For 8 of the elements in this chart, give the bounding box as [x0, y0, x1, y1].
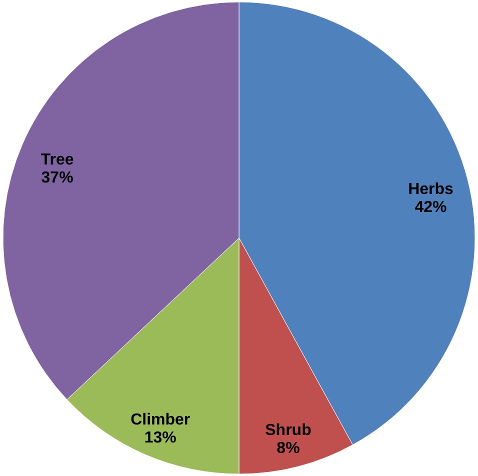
slice-label: Tree [40, 151, 74, 168]
data-label: 8% [276, 440, 300, 457]
slice-label: Shrub [265, 422, 312, 439]
data-label: 42% [414, 198, 447, 216]
data-label: 13% [144, 430, 176, 447]
slice-label: Climber [130, 412, 190, 429]
slice-label: Herbs [408, 180, 454, 198]
data-label: 37% [41, 169, 74, 186]
